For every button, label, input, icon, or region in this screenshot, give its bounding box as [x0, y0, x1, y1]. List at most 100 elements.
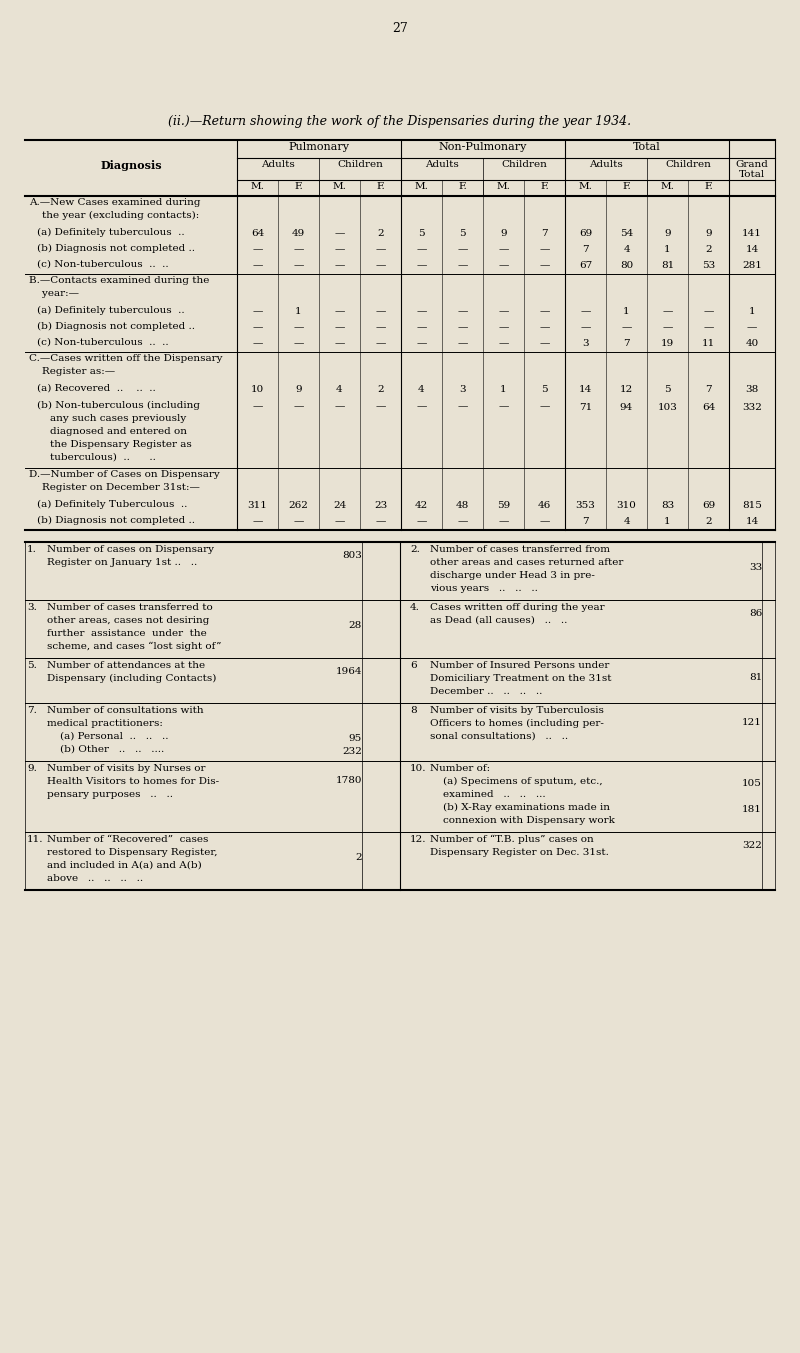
Text: pensary purposes   ..   ..: pensary purposes .. .. — [47, 790, 173, 800]
Text: 4: 4 — [336, 386, 343, 395]
Text: 14: 14 — [746, 517, 758, 526]
Text: 67: 67 — [579, 261, 592, 271]
Text: 24: 24 — [333, 502, 346, 510]
Text: 5: 5 — [418, 230, 425, 238]
Text: —: — — [375, 245, 386, 254]
Text: —: — — [498, 323, 509, 333]
Text: —: — — [416, 323, 426, 333]
Text: —: — — [294, 261, 304, 271]
Text: and included in A(a) and A(b): and included in A(a) and A(b) — [47, 861, 202, 870]
Text: —: — — [458, 245, 468, 254]
Text: —: — — [252, 245, 262, 254]
Text: —: — — [498, 261, 509, 271]
Text: other areas and cases returned after: other areas and cases returned after — [430, 557, 623, 567]
Text: —: — — [334, 402, 345, 411]
Text: —: — — [294, 517, 304, 526]
Text: 2: 2 — [705, 245, 712, 254]
Text: 281: 281 — [742, 261, 762, 271]
Text: 181: 181 — [742, 805, 762, 815]
Text: (a) Definitely Tuberculous  ..: (a) Definitely Tuberculous .. — [37, 501, 187, 509]
Text: Number of visits by Tuberculosis: Number of visits by Tuberculosis — [430, 706, 604, 714]
Text: diagnosed and entered on: diagnosed and entered on — [37, 428, 187, 436]
Text: —: — — [498, 517, 509, 526]
Text: 1: 1 — [623, 307, 630, 317]
Text: Adults: Adults — [425, 160, 459, 169]
Text: 9: 9 — [705, 230, 712, 238]
Text: —: — — [375, 340, 386, 349]
Text: —: — — [334, 307, 345, 317]
Text: other areas, cases not desiring: other areas, cases not desiring — [47, 616, 210, 625]
Text: Number of “Recovered”  cases: Number of “Recovered” cases — [47, 835, 208, 844]
Text: —: — — [539, 402, 550, 411]
Text: Children: Children — [337, 160, 383, 169]
Text: 10.: 10. — [410, 764, 426, 773]
Text: —: — — [580, 323, 590, 333]
Text: 12: 12 — [620, 386, 633, 395]
Text: 310: 310 — [617, 502, 637, 510]
Text: —: — — [703, 307, 714, 317]
Text: F.: F. — [458, 183, 467, 191]
Text: 803: 803 — [342, 551, 362, 560]
Text: F.: F. — [622, 183, 631, 191]
Text: —: — — [334, 261, 345, 271]
Text: 83: 83 — [661, 502, 674, 510]
Text: 23: 23 — [374, 502, 387, 510]
Text: (b) Diagnosis not completed ..: (b) Diagnosis not completed .. — [37, 515, 195, 525]
Text: sonal consultations)   ..   ..: sonal consultations) .. .. — [430, 732, 568, 741]
Text: 69: 69 — [579, 230, 592, 238]
Text: —: — — [375, 402, 386, 411]
Text: (ii.)—Return showing the work of the Dispensaries during the year 1934.: (ii.)—Return showing the work of the Dis… — [169, 115, 631, 129]
Text: 6: 6 — [410, 662, 417, 670]
Text: 1: 1 — [295, 307, 302, 317]
Text: B.—Contacts examined during the: B.—Contacts examined during the — [29, 276, 210, 285]
Text: any such cases previously: any such cases previously — [37, 414, 186, 423]
Text: D.—Number of Cases on Dispensary: D.—Number of Cases on Dispensary — [29, 469, 220, 479]
Text: 7: 7 — [582, 245, 589, 254]
Text: 121: 121 — [742, 718, 762, 727]
Text: (b) Non-tuberculous (including: (b) Non-tuberculous (including — [37, 400, 200, 410]
Text: Children: Children — [665, 160, 711, 169]
Text: 232: 232 — [342, 747, 362, 756]
Text: Officers to homes (including per-: Officers to homes (including per- — [430, 718, 604, 728]
Text: tuberculous)  ..      ..: tuberculous) .. .. — [37, 453, 156, 461]
Text: 53: 53 — [702, 261, 715, 271]
Text: 71: 71 — [579, 402, 592, 411]
Text: —: — — [375, 323, 386, 333]
Text: C.—Cases written off the Dispensary: C.—Cases written off the Dispensary — [29, 354, 222, 363]
Text: discharge under Head 3 in pre-: discharge under Head 3 in pre- — [430, 571, 595, 580]
Text: (b) Diagnosis not completed ..: (b) Diagnosis not completed .. — [37, 322, 195, 331]
Text: 49: 49 — [292, 230, 305, 238]
Text: 86: 86 — [749, 609, 762, 617]
Text: 3.: 3. — [27, 603, 37, 612]
Text: 80: 80 — [620, 261, 633, 271]
Text: —: — — [416, 261, 426, 271]
Text: 353: 353 — [575, 502, 595, 510]
Text: —: — — [252, 307, 262, 317]
Text: 4: 4 — [418, 386, 425, 395]
Text: Register on January 1st ..   ..: Register on January 1st .. .. — [47, 557, 198, 567]
Text: —: — — [294, 340, 304, 349]
Text: M.: M. — [414, 183, 429, 191]
Text: 1.: 1. — [27, 545, 37, 553]
Text: 9: 9 — [295, 386, 302, 395]
Text: 48: 48 — [456, 502, 469, 510]
Text: 69: 69 — [702, 502, 715, 510]
Text: —: — — [458, 340, 468, 349]
Text: medical practitioners:: medical practitioners: — [47, 718, 163, 728]
Text: Adults: Adults — [589, 160, 623, 169]
Text: 10: 10 — [251, 386, 264, 395]
Text: 8: 8 — [410, 706, 417, 714]
Text: Diagnosis: Diagnosis — [100, 160, 162, 170]
Text: —: — — [252, 323, 262, 333]
Text: —: — — [539, 517, 550, 526]
Text: 3: 3 — [459, 386, 466, 395]
Text: (a) Personal  ..   ..   ..: (a) Personal .. .. .. — [47, 732, 169, 741]
Text: —: — — [334, 245, 345, 254]
Text: —: — — [252, 402, 262, 411]
Text: 9: 9 — [664, 230, 671, 238]
Text: Total: Total — [633, 142, 661, 152]
Text: 5: 5 — [664, 386, 671, 395]
Text: A.—New Cases examined during: A.—New Cases examined during — [29, 198, 201, 207]
Text: 7: 7 — [705, 386, 712, 395]
Text: the Dispensary Register as: the Dispensary Register as — [37, 440, 192, 449]
